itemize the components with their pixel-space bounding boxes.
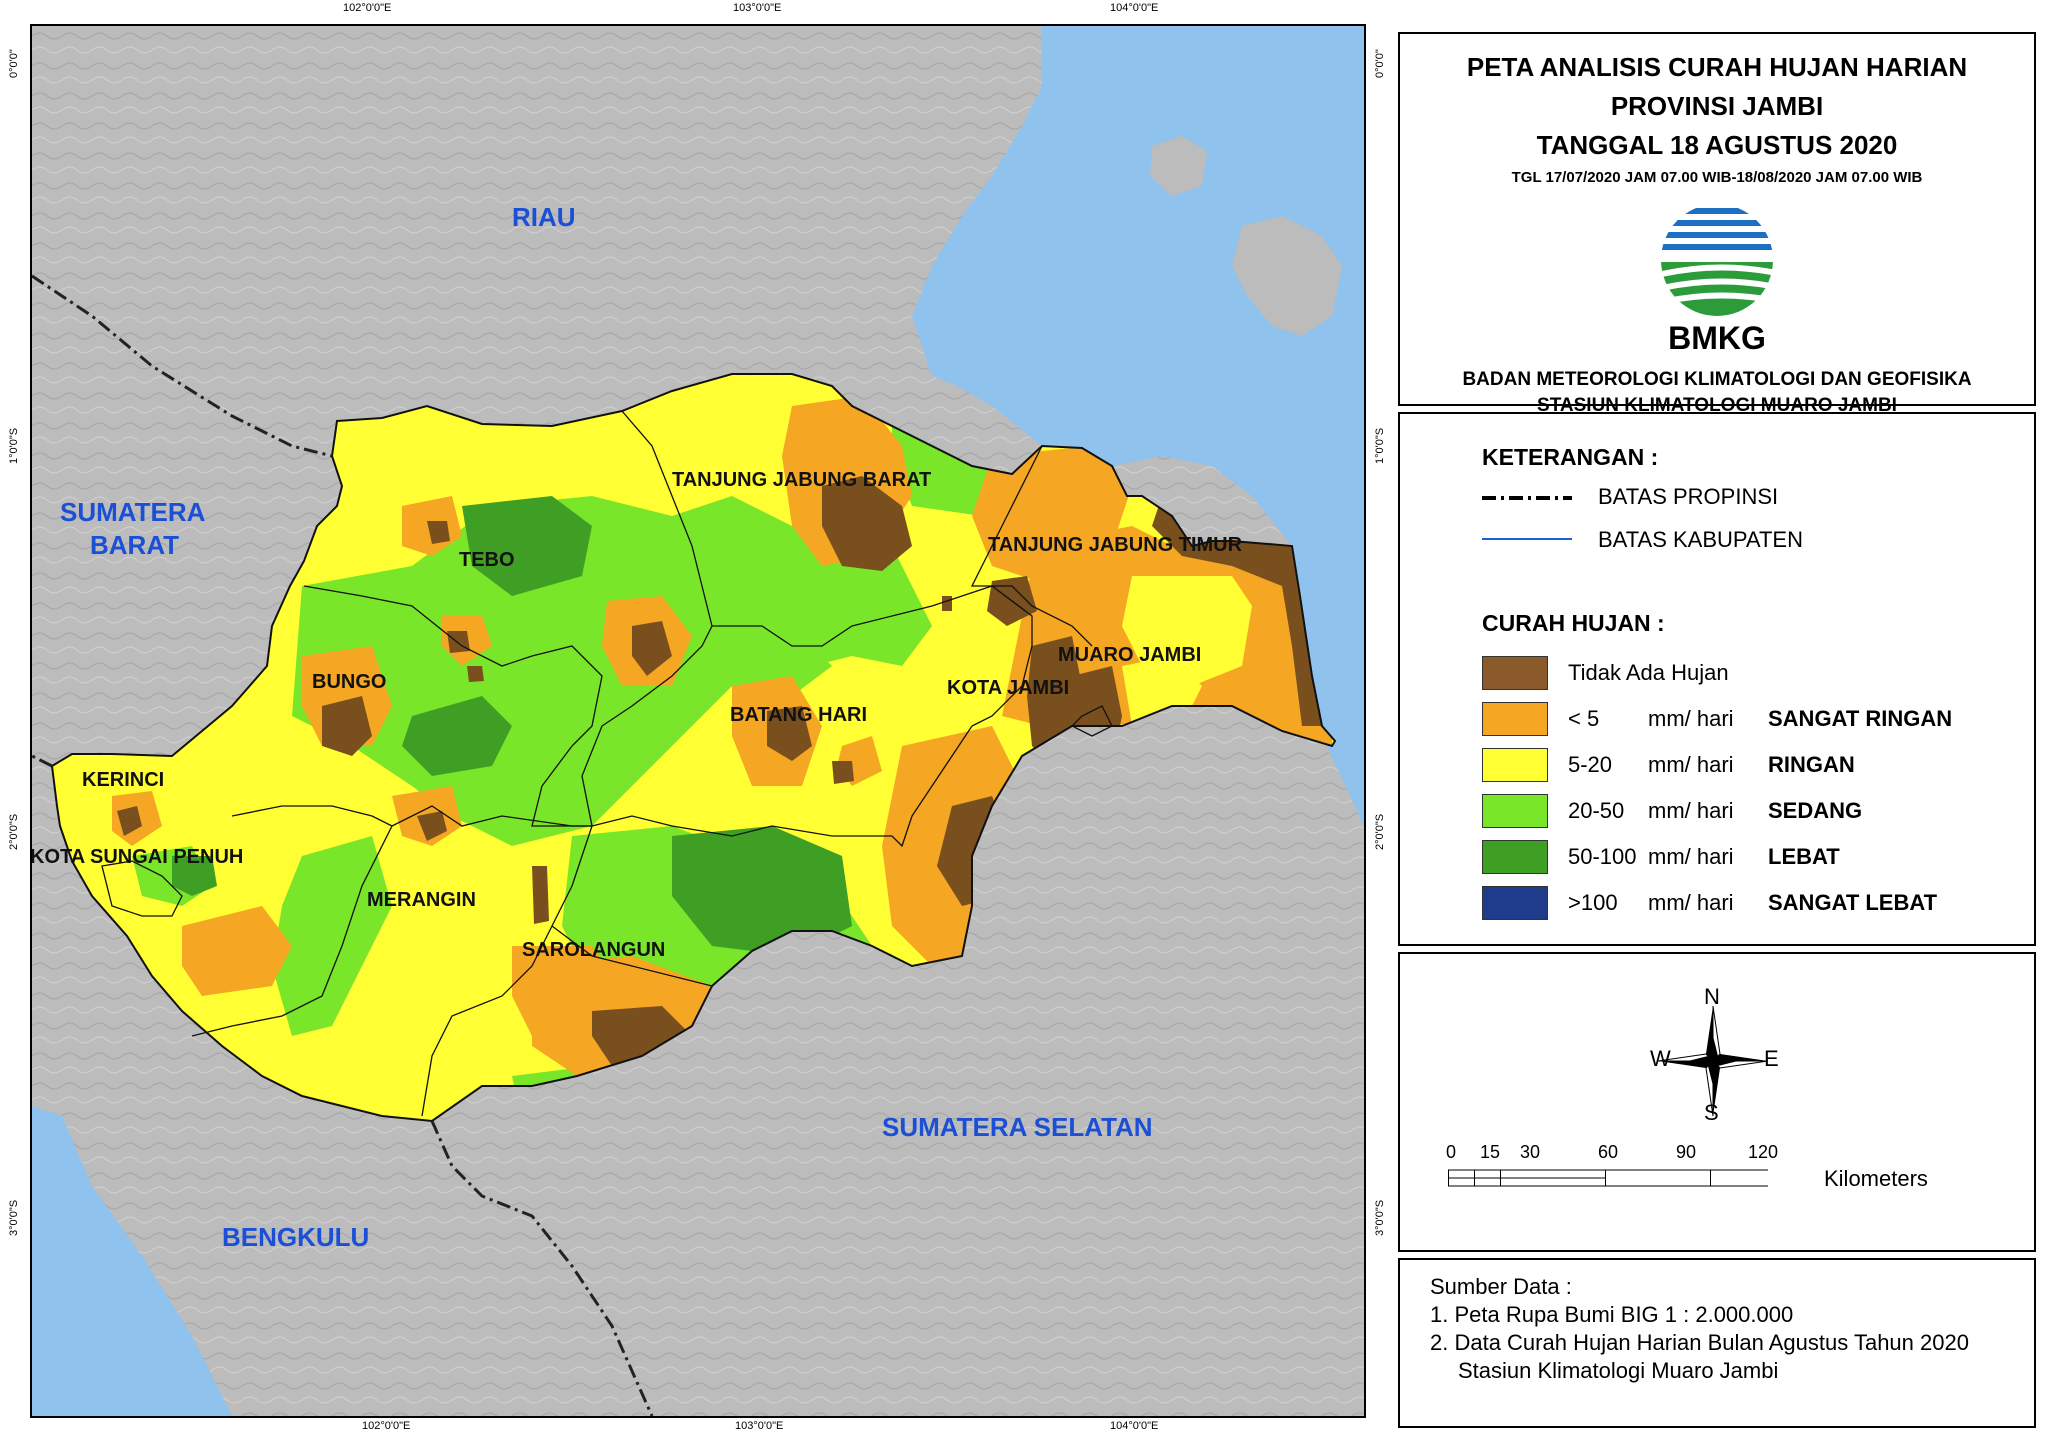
kabupaten-boundaries <box>101 410 1113 1117</box>
right-tick-3: 3°0'0"S <box>1374 1199 1386 1236</box>
compass-scale-panel: N S W E 0 15 30 60 90 120 Kilometers <box>1398 952 2036 1252</box>
sea-west <box>32 1106 232 1416</box>
kabupaten-boundary-symbol <box>1482 538 1572 540</box>
label-sumbar-1: SUMATERA <box>60 497 206 527</box>
scale-bar <box>1448 1169 1768 1187</box>
swatch-light <box>1482 748 1548 782</box>
compass-w: W <box>1650 1046 1671 1071</box>
class-4-range: 50-100 <box>1568 844 1637 869</box>
left-tick-3: 3°0'0"S <box>8 1199 20 1236</box>
scale-unit: Kilometers <box>1824 1166 1928 1191</box>
swatch-no-rain <box>1482 656 1548 690</box>
swatch-very-light <box>1482 702 1548 736</box>
class-3-range: 20-50 <box>1568 798 1625 823</box>
title-line-3: TANGGAL 18 AGUSTUS 2020 <box>1536 130 1898 160</box>
scale-tick-0: 0 <box>1446 1142 1457 1162</box>
right-tick-2: 2°0'0"S <box>1374 813 1386 850</box>
label-bungo: BUNGO <box>312 671 386 693</box>
right-tick-0: 0°0'0" <box>1374 49 1386 78</box>
compass-e: E <box>1764 1046 1779 1071</box>
class-5-range: >100 <box>1568 890 1618 915</box>
curah-hujan-heading: CURAH HUJAN : <box>1482 610 1665 636</box>
source-item-2: 2. Data Curah Hujan Harian Bulan Agustus… <box>1430 1330 1969 1355</box>
station-name: STASIUN KLIMATOLOGI MUARO JAMBI <box>1537 395 1897 416</box>
title-period: TGL 17/07/2020 JAM 07.00 WIB-18/08/2020 … <box>1511 169 1923 186</box>
right-tick-1: 1°0'0"S <box>1374 427 1386 464</box>
org-name: BADAN METEOROLOGI KLIMATOLOGI DAN GEOFIS… <box>1462 369 1972 390</box>
class-2-unit: mm/ hari <box>1648 752 1734 777</box>
left-tick-1: 1°0'0"S <box>8 427 20 464</box>
scale-tick-30: 30 <box>1520 1142 1541 1162</box>
label-kota-sungai-penuh: KOTA SUNGAI PENUH <box>32 846 243 868</box>
bmkg-logo <box>1657 200 1777 320</box>
legend-batas-kabupaten: BATAS KABUPATEN <box>1598 527 1803 552</box>
class-2-range: 5-20 <box>1568 752 1613 777</box>
left-tick-0: 0°0'0" <box>8 49 20 78</box>
label-batang-hari: BATANG HARI <box>730 704 867 726</box>
boundary-riau-sumbar <box>32 274 333 458</box>
bottom-tick-103: 103°0'0"E <box>735 1420 784 1432</box>
class-3-unit: mm/ hari <box>1648 798 1734 823</box>
bmkg-logo-icon <box>1661 204 1773 316</box>
label-sumsel: SUMATERA SELATAN <box>882 1112 1153 1142</box>
source-heading: Sumber Data : <box>1430 1274 1572 1299</box>
compass-s: S <box>1704 1100 1719 1125</box>
label-bengkulu: BENGKULU <box>222 1222 369 1252</box>
rainfall-map: RIAU SUMATERA BARAT SUMATERA SELATAN BEN… <box>32 26 1364 1416</box>
swatch-moderate <box>1482 794 1548 828</box>
source-panel: Sumber Data : 1. Peta Rupa Bumi BIG 1 : … <box>1398 1258 2036 1428</box>
top-tick-102: 102°0'0"E <box>343 2 392 14</box>
swatch-heavy <box>1482 840 1548 874</box>
label-tebo: TEBO <box>459 549 515 571</box>
label-tanjab-barat: TANJUNG JABUNG BARAT <box>672 469 931 491</box>
title-line-2: PROVINSI JAMBI <box>1610 91 1824 121</box>
class-4-unit: mm/ hari <box>1648 844 1734 869</box>
label-kerinci: KERINCI <box>82 769 164 791</box>
scale-tick-15: 15 <box>1480 1142 1501 1162</box>
source-item-2-station: Stasiun Klimatologi Muaro Jambi <box>1458 1358 1779 1383</box>
legend-panel: KETERANGAN : BATAS PROPINSI BATAS KABUPA… <box>1398 412 2036 946</box>
scale-tick-60: 60 <box>1598 1142 1619 1162</box>
legend-batas-propinsi: BATAS PROPINSI <box>1598 484 1779 509</box>
class-5-unit: mm/ hari <box>1648 890 1734 915</box>
label-tanjab-timur: TANJUNG JABUNG TIMUR <box>988 534 1243 556</box>
label-muaro-jambi: MUARO JAMBI <box>1058 644 1201 666</box>
province-outline <box>50 373 1337 1123</box>
source-item-1: 1. Peta Rupa Bumi BIG 1 : 2.000.000 <box>1430 1302 1794 1327</box>
class-2-category: RINGAN <box>1768 752 1855 777</box>
map-frame[interactable]: RIAU SUMATERA BARAT SUMATERA SELATAN BEN… <box>30 24 1366 1418</box>
top-tick-103: 103°0'0"E <box>733 2 782 14</box>
compass-n: N <box>1704 984 1720 1009</box>
title-panel: PETA ANALISIS CURAH HUJAN HARIAN PROVINS… <box>1398 32 2036 416</box>
swatch-very-heavy <box>1482 886 1548 920</box>
scale-tick-120: 120 <box>1748 1142 1779 1162</box>
bottom-tick-102: 102°0'0"E <box>362 1420 411 1432</box>
island-2 <box>1150 136 1207 196</box>
province-boundary-symbol <box>1482 496 1572 500</box>
top-tick-104: 104°0'0"E <box>1110 2 1159 14</box>
boundary-sumbar-bengkulu <box>32 754 53 768</box>
class-1-unit: mm/ hari <box>1648 706 1734 731</box>
class-0-range: Tidak Ada Hujan <box>1568 660 1729 685</box>
label-riau: RIAU <box>512 202 576 232</box>
label-sumbar-2: BARAT <box>90 530 179 560</box>
label-sarolangun: SAROLANGUN <box>522 939 665 961</box>
left-tick-2: 2°0'0"S <box>8 813 20 850</box>
class-5-category: SANGAT LEBAT <box>1768 890 1938 915</box>
class-1-category: SANGAT RINGAN <box>1768 706 1953 731</box>
legend-heading: KETERANGAN : <box>1482 444 1659 470</box>
boundary-bengkulu-sumsel <box>430 1120 654 1416</box>
label-kota-jambi: KOTA JAMBI <box>947 677 1069 699</box>
north-arrow-icon <box>1657 1005 1769 1117</box>
class-4-category: LEBAT <box>1768 844 1840 869</box>
class-3-category: SEDANG <box>1768 798 1863 823</box>
label-merangin: MERANGIN <box>367 889 476 911</box>
bmkg-logo-text: BMKG <box>1668 320 1766 356</box>
bottom-tick-104: 104°0'0"E <box>1110 1420 1159 1432</box>
island-1 <box>1232 216 1342 336</box>
class-1-range: < 5 <box>1568 706 1600 731</box>
scale-tick-90: 90 <box>1676 1142 1697 1162</box>
title-line-1: PETA ANALISIS CURAH HUJAN HARIAN <box>1466 52 1968 82</box>
